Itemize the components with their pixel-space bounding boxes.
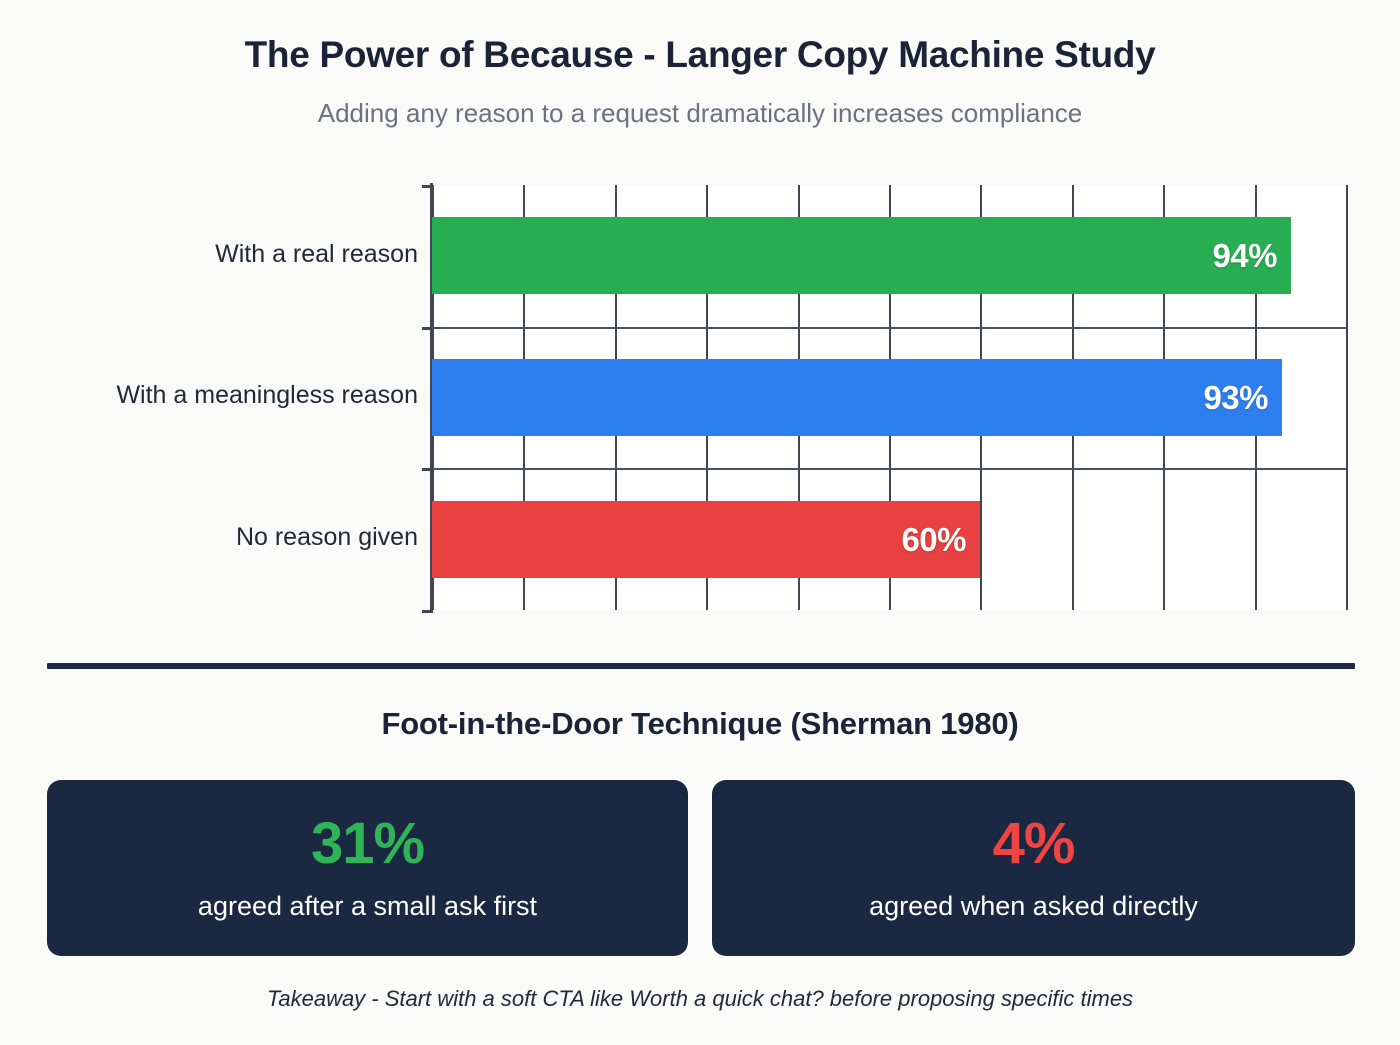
bar-value-label: 93% [1203, 378, 1268, 416]
bar-chart: 94% 93% 60% With a real reason With a meani… [116, 183, 1348, 613]
y-axis-tick [422, 185, 433, 188]
stat-value: 4% [992, 810, 1076, 876]
category-label: With a real reason [215, 240, 418, 268]
category-separator [432, 327, 1346, 329]
x-gridline [1346, 185, 1348, 610]
stat-value: 31% [310, 810, 425, 876]
bar-value-label: 94% [1212, 236, 1277, 274]
category-label: No reason given [235, 523, 418, 551]
y-axis-tick [422, 468, 433, 471]
bar: 93% [432, 359, 1282, 436]
stat-card-small-ask: 31% agreed after a small ask first [47, 780, 688, 956]
page-title: The Power of Because - Langer Copy Machi… [244, 34, 1156, 75]
page-subtitle: Adding any reason to a request dramatica… [317, 98, 1083, 128]
section-divider [47, 663, 1355, 669]
category-label: With a meaningless reason [116, 381, 418, 409]
stat-card-direct-ask: 4% agreed when asked directly [712, 780, 1355, 956]
stat-label: agreed after a small ask first [197, 890, 538, 921]
category-separator [432, 468, 1346, 470]
y-axis-spine [430, 183, 433, 612]
bar-value-label: 60% [901, 520, 966, 558]
takeaway-note: Takeaway - Start with a soft CTA like Wo… [266, 986, 1134, 1011]
bar: 94% [432, 217, 1291, 294]
y-axis-tick [422, 327, 433, 330]
bar: 60% [432, 501, 980, 578]
stat-label: agreed when asked directly [869, 890, 1198, 921]
y-axis-tick [422, 610, 433, 613]
section-title: Foot-in-the-Door Technique (Sherman 1980… [381, 706, 1019, 741]
